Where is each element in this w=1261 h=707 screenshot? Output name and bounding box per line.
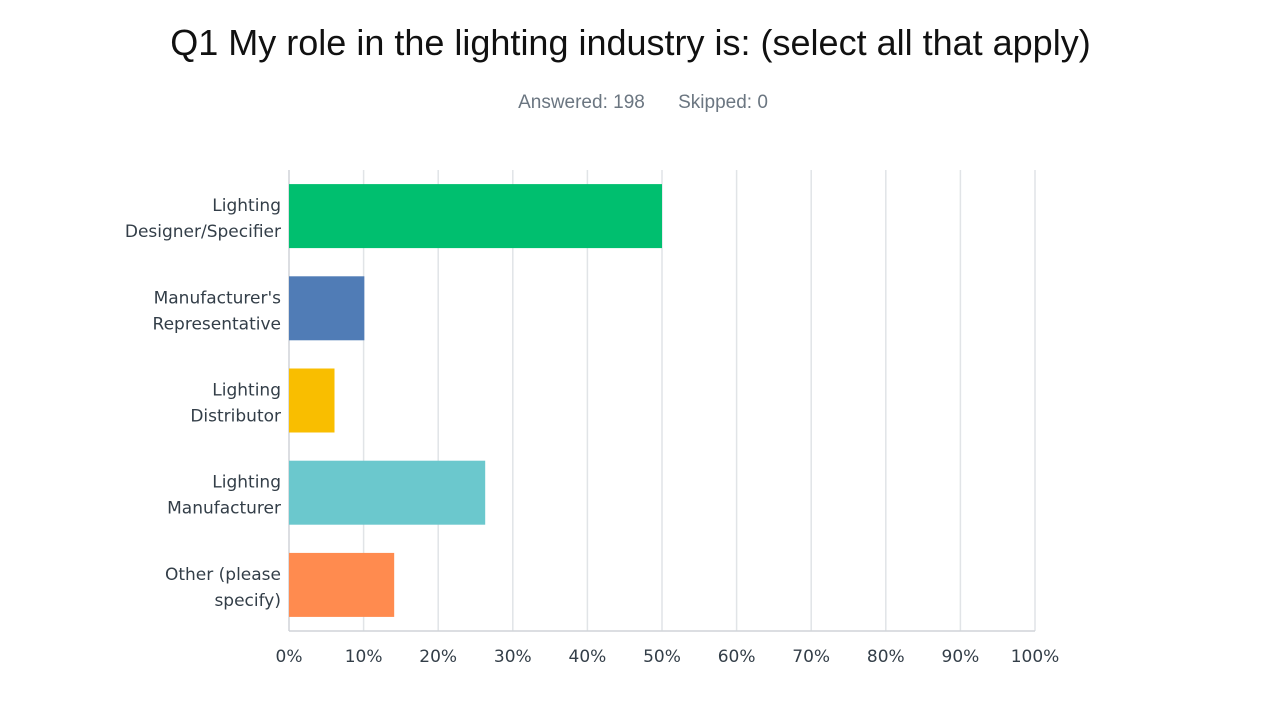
category-label-line: Other (please <box>165 565 281 585</box>
category-label-line: Lighting <box>212 196 281 216</box>
bar <box>289 276 365 341</box>
x-tick-label: 50% <box>643 647 681 667</box>
x-tick-label: 100% <box>1011 647 1060 667</box>
x-tick-label: 90% <box>942 647 980 667</box>
chart-title: Q1 My role in the lighting industry is: … <box>170 22 1091 63</box>
bar <box>289 184 662 249</box>
category-label-line: Representative <box>153 314 281 334</box>
x-tick-label: 40% <box>569 647 607 667</box>
response-stats: Answered: 198 Skipped: 0 <box>0 92 1261 114</box>
bar <box>289 368 335 433</box>
x-tick-label: 60% <box>718 647 756 667</box>
category-label-line: Manufacturer's <box>154 288 282 308</box>
skipped-count: Skipped: 0 <box>678 92 768 113</box>
category-label-line: specify) <box>214 591 281 611</box>
category-label-line: Distributor <box>190 407 281 427</box>
answered-count: Answered: 198 <box>518 92 645 113</box>
category-label-line: Lighting <box>212 381 281 401</box>
x-tick-label: 80% <box>867 647 905 667</box>
x-tick-label: 20% <box>419 647 457 667</box>
category-label-line: Manufacturer <box>167 499 281 519</box>
category-label: Lighting Distributor <box>190 381 281 427</box>
x-tick-label: 70% <box>792 647 830 667</box>
category-label: Manufacturer's Representative <box>153 288 282 334</box>
x-tick-label: 10% <box>345 647 383 667</box>
bar <box>289 460 486 525</box>
category-label-line: Lighting <box>212 473 281 493</box>
x-tick-label: 0% <box>276 647 303 667</box>
x-tick-label: 30% <box>494 647 532 667</box>
category-label-line: Designer/Specifier <box>125 222 281 242</box>
bar <box>289 552 395 617</box>
category-label: Lighting Manufacturer <box>167 473 281 519</box>
category-label: Other (please specify) <box>165 565 281 611</box>
category-label: Lighting Designer/Specifier <box>125 196 281 242</box>
